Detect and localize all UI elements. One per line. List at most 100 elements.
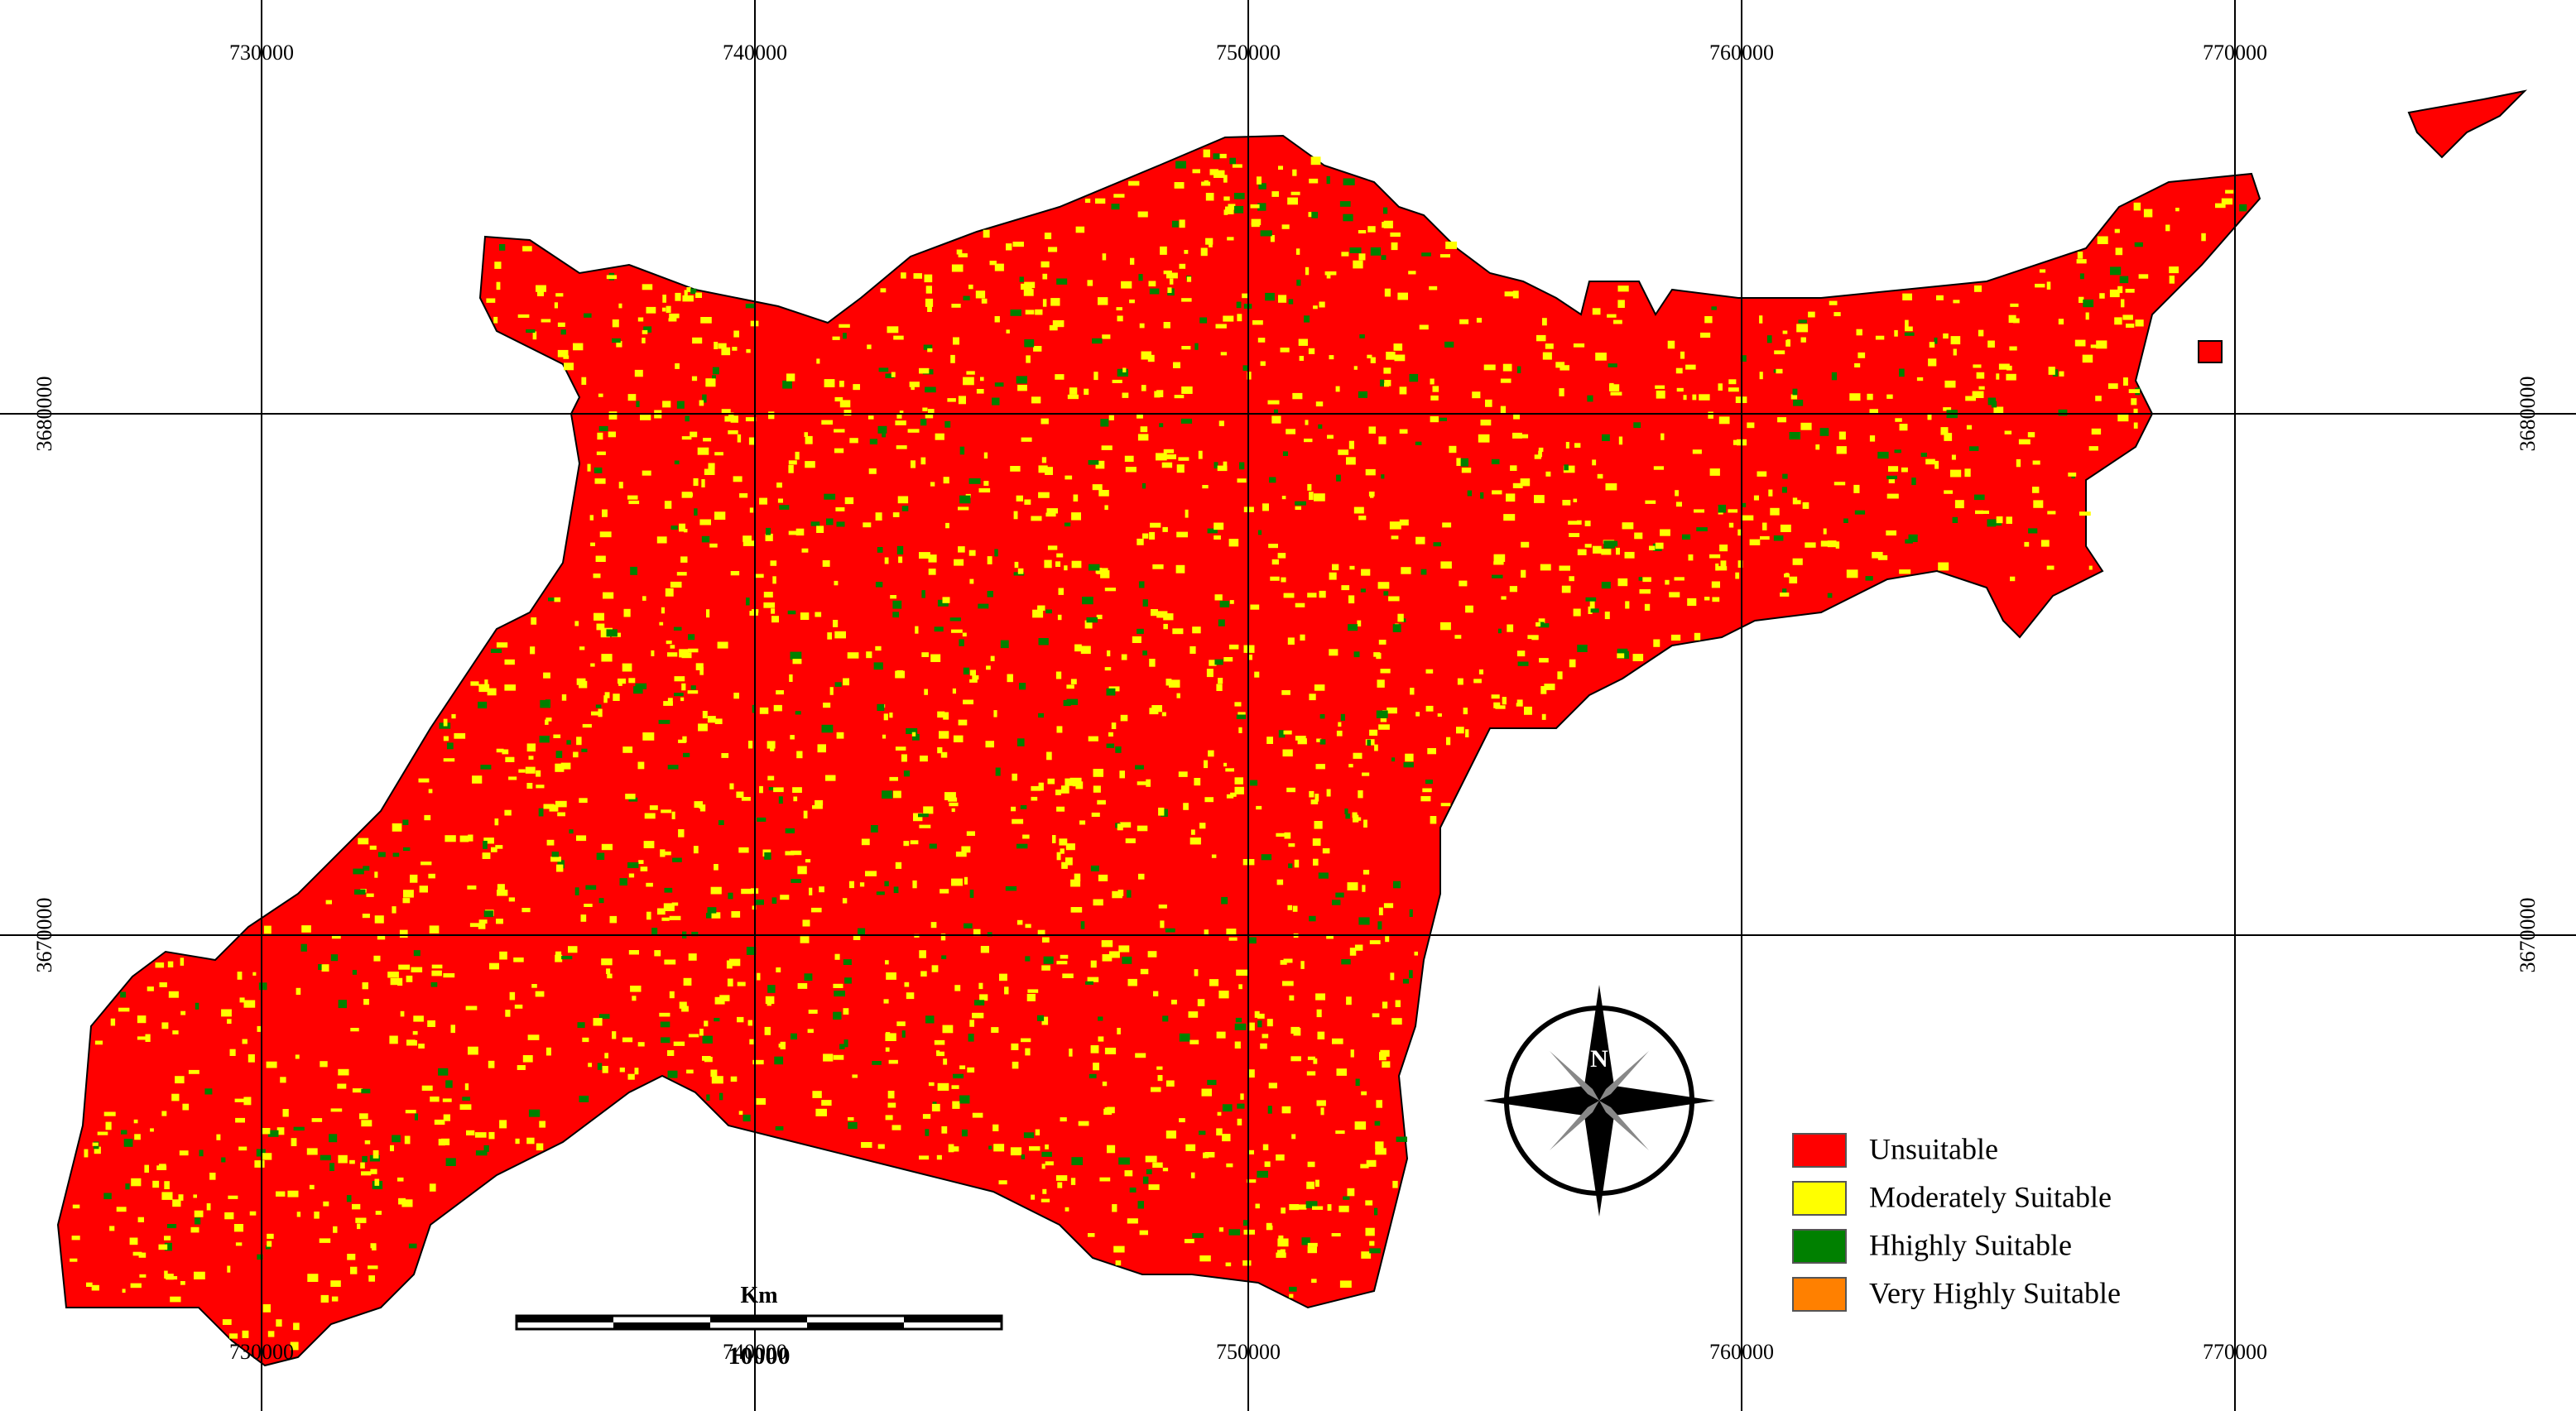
suitability-patch (817, 744, 826, 753)
suitability-patch (1846, 569, 1858, 578)
suitability-patch (1307, 1161, 1315, 1168)
suitability-patch (1165, 1080, 1175, 1087)
suitability-patch (1139, 323, 1145, 329)
suitability-patch (370, 1169, 377, 1174)
suitability-patch (884, 557, 889, 564)
suitability-patch (374, 871, 378, 878)
suitability-patch (883, 713, 888, 721)
suitability-patch (1709, 554, 1721, 559)
suitability-patch (889, 713, 893, 718)
suitability-patch (628, 873, 635, 878)
suitability-patch (1348, 624, 1358, 631)
suitability-patch (531, 984, 537, 988)
suitability-patch (1369, 1248, 1381, 1254)
suitability-patch (674, 676, 685, 682)
suitability-patch (688, 1034, 699, 1038)
suitability-patch (747, 1020, 752, 1026)
suitability-patch (1288, 843, 1295, 847)
suitability-patch (1390, 232, 1401, 238)
suitability-patch (682, 736, 687, 743)
suitability-patch (1311, 211, 1319, 218)
suitability-patch (1148, 1184, 1160, 1190)
suitability-patch (1798, 319, 1807, 324)
suitability-patch (642, 732, 655, 741)
suitability-patch (1728, 509, 1738, 513)
suitability-patch (545, 717, 552, 722)
suitability-patch (330, 954, 339, 962)
suitability-patch (1121, 281, 1132, 289)
suitability-patch (1353, 814, 1359, 823)
suitability-patch (1393, 881, 1401, 889)
suitability-patch (593, 574, 601, 578)
suitability-patch (1718, 383, 1723, 391)
suitability-patch (1216, 684, 1223, 691)
suitability-patch (531, 617, 537, 625)
suitability-patch (1127, 890, 1132, 898)
suitability-patch (1086, 617, 1098, 623)
suitability-patch (1872, 551, 1883, 559)
suitability-patch (733, 476, 743, 482)
suitability-patch (1327, 434, 1334, 439)
suitability-patch (972, 1112, 983, 1118)
suitability-patch (1773, 535, 1784, 541)
suitability-patch (1152, 564, 1164, 569)
suitability-patch (1222, 1104, 1233, 1112)
suitability-patch (488, 1060, 495, 1068)
suitability-patch (1660, 433, 1665, 440)
suitability-patch (1696, 527, 1708, 531)
suitability-patch (1228, 539, 1239, 547)
suitability-patch (1888, 466, 1899, 472)
suitability-patch (1975, 510, 1983, 515)
suitability-patch (1780, 524, 1791, 532)
suitability-patch (843, 959, 852, 965)
suitability-patch (369, 845, 377, 850)
suitability-patch (1162, 1168, 1169, 1172)
suitability-patch (1377, 582, 1390, 589)
suitability-patch (2076, 259, 2087, 264)
suitability-patch (1223, 209, 1228, 215)
suitability-patch (1179, 263, 1186, 269)
suitability-patch (1209, 660, 1217, 666)
suitability-patch (1420, 569, 1427, 575)
suitability-patch (800, 612, 810, 620)
suitability-patch (622, 1037, 633, 1043)
suitability-patch (986, 665, 991, 670)
suitability-patch (1835, 541, 1840, 549)
suitability-patch (961, 1129, 968, 1137)
suitability-patch (1013, 511, 1018, 520)
suitability-patch (1782, 588, 1787, 594)
suitability-patch (209, 1173, 216, 1180)
suitability-patch (389, 1035, 398, 1044)
suitability-patch (1728, 387, 1739, 392)
suitability-patch (690, 431, 698, 438)
suitability-patch (763, 602, 776, 608)
suitability-patch (728, 412, 734, 417)
suitability-patch (224, 1212, 234, 1220)
suitability-patch (1503, 514, 1516, 521)
suitability-patch (757, 972, 761, 981)
suitability-patch (1234, 777, 1243, 785)
suitability-patch (706, 609, 710, 618)
suitability-patch (428, 789, 433, 794)
suitability-patch (1156, 1066, 1163, 1070)
suitability-patch (994, 549, 998, 557)
suitability-patch (1052, 320, 1065, 328)
suitability-patch (1228, 937, 1238, 941)
suitability-patch (1483, 364, 1496, 371)
easting-label: 740000 (723, 1340, 787, 1364)
suitability-patch (743, 540, 755, 546)
suitability-patch (1642, 577, 1651, 583)
suitability-patch (337, 1083, 347, 1089)
suitability-patch (1298, 338, 1308, 346)
suitability-patch (1296, 1204, 1307, 1210)
suitability-patch (1142, 1176, 1149, 1184)
suitability-patch (1251, 222, 1260, 228)
suitability-patch (625, 794, 636, 799)
suitability-patch (169, 1276, 178, 1280)
suitability-patch (496, 919, 503, 924)
suitability-patch (1225, 206, 1234, 214)
suitability-patch (662, 295, 666, 303)
suitability-patch (1016, 376, 1027, 384)
suitability-patch (954, 985, 961, 991)
suitability-patch (981, 298, 988, 304)
